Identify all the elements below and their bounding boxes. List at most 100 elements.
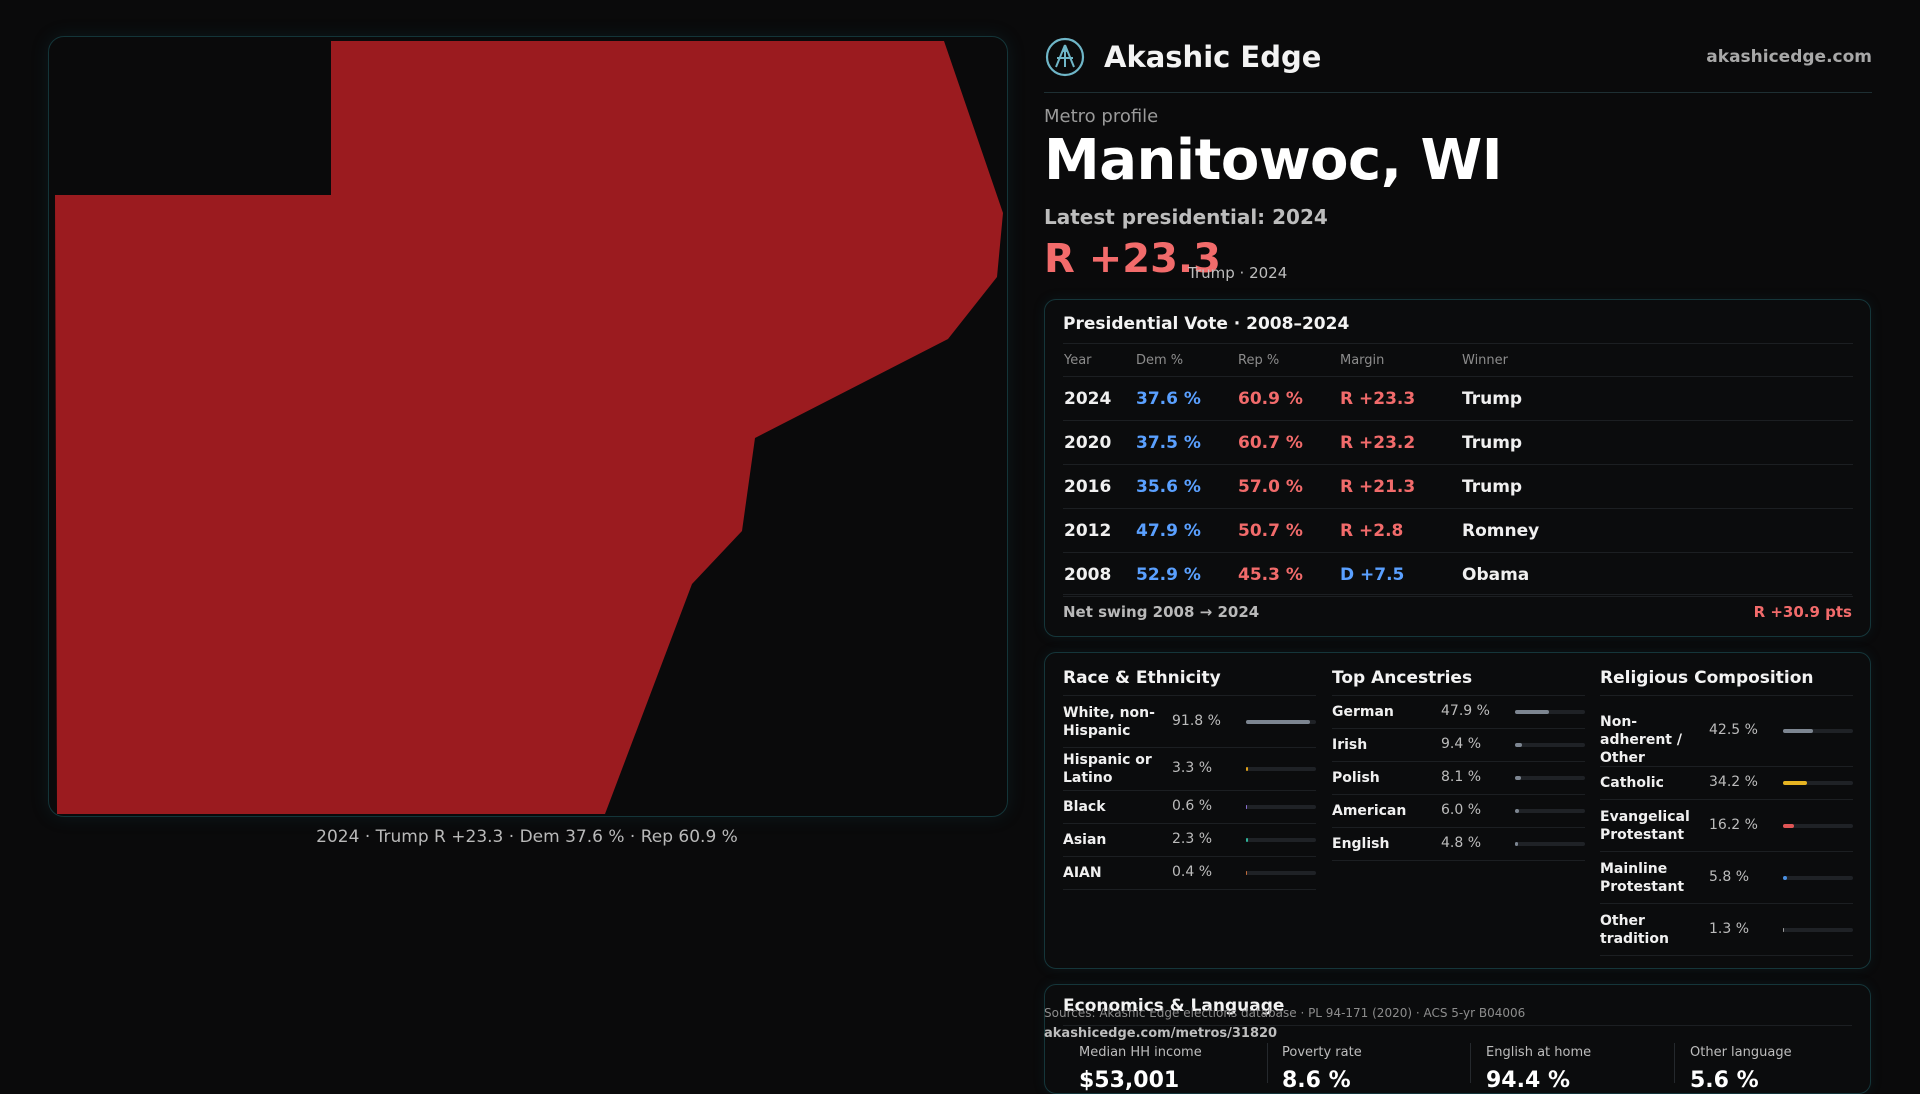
list-item: Catholic 34.2 % xyxy=(1600,767,1853,800)
share-bar xyxy=(1246,871,1316,875)
list-item: Other tradition 1.3 % xyxy=(1600,904,1853,956)
vote-card-title: Presidential Vote · 2008–2024 xyxy=(1063,314,1350,334)
table-row: 2008 52.9 % 45.3 % D +7.5 Obama xyxy=(1063,552,1853,597)
list-item-label: Catholic xyxy=(1600,775,1664,791)
map-caption: 2024 · Trump R +23.3 · Dem 37.6 % · Rep … xyxy=(316,827,738,847)
net-swing-row: Net swing 2008 → 2024 R +30.9 pts xyxy=(1063,594,1852,621)
share-bar-fill xyxy=(1783,781,1807,785)
stat-label: Median HH income xyxy=(1079,1045,1202,1060)
list-item: Hispanic or Latino 3.3 % xyxy=(1063,748,1316,791)
list-item-label: AIAN xyxy=(1063,865,1102,881)
list-item-label: Irish xyxy=(1332,737,1368,753)
list-item-value: 0.4 % xyxy=(1172,864,1213,880)
share-bar-fill xyxy=(1246,767,1249,771)
latest-presidential: Latest presidential: 2024 xyxy=(1044,205,1328,229)
share-bar xyxy=(1246,719,1316,724)
row-margin: R +23.2 xyxy=(1339,420,1461,465)
stat-value: 5.6 % xyxy=(1690,1068,1759,1093)
share-bar-fill xyxy=(1783,875,1788,880)
table-row: 2024 37.6 % 60.9 % R +23.3 Trump xyxy=(1063,376,1853,421)
ancestry-title: Top Ancestries xyxy=(1332,665,1585,696)
share-bar-fill xyxy=(1246,719,1311,724)
net-swing-value: R +30.9 pts xyxy=(1753,603,1852,621)
list-item-label: American xyxy=(1332,803,1407,819)
list-item-value: 34.2 % xyxy=(1709,774,1758,790)
stat-median-income: Median HH income $53,001 xyxy=(1079,1045,1202,1093)
list-item-label: Evangelical Protestant xyxy=(1600,808,1690,843)
brand-url-link[interactable]: akashicedge.com xyxy=(1706,47,1872,67)
religion-column: Religious Composition Non-adherent / Oth… xyxy=(1600,665,1853,956)
share-bar-fill xyxy=(1515,710,1549,714)
share-bar-fill xyxy=(1783,927,1785,932)
row-margin: R +2.8 xyxy=(1339,508,1461,553)
row-year: 2020 xyxy=(1063,420,1135,465)
share-bar xyxy=(1246,838,1316,842)
race-title: Race & Ethnicity xyxy=(1063,665,1316,696)
sources-note: Sources: Akashic Edge elections database… xyxy=(1044,1006,1526,1020)
stat-value: 8.6 % xyxy=(1282,1068,1351,1093)
share-bar xyxy=(1783,781,1853,785)
econ-card-title: Economics & Language xyxy=(1063,996,1285,1016)
row-winner: Trump xyxy=(1461,464,1853,509)
share-bar xyxy=(1515,743,1585,747)
col-year: Year xyxy=(1063,343,1135,377)
demographics-card: Race & Ethnicity White, non-Hispanic 91.8… xyxy=(1044,652,1871,969)
list-item-value: 47.9 % xyxy=(1441,703,1490,719)
brand-header: Akashic Edge akashicedge.com xyxy=(1044,36,1872,93)
list-item-value: 91.8 % xyxy=(1172,712,1221,729)
share-bar-fill xyxy=(1783,823,1795,828)
share-bar-fill xyxy=(1246,871,1248,875)
share-bar xyxy=(1246,805,1316,809)
list-item-value: 9.4 % xyxy=(1441,736,1482,752)
col-margin: Margin xyxy=(1339,343,1461,377)
stat-value: 94.4 % xyxy=(1486,1068,1570,1093)
religion-title: Religious Composition xyxy=(1600,665,1853,696)
list-item-value: 16.2 % xyxy=(1709,816,1758,833)
vote-table: Year Dem % Rep % Margin Winner 2024 37.6… xyxy=(1063,343,1853,597)
row-winner: Trump xyxy=(1461,420,1853,465)
share-bar-fill xyxy=(1246,838,1248,842)
stat-label: English at home xyxy=(1486,1045,1592,1060)
row-year: 2016 xyxy=(1063,464,1135,509)
row-dem: 47.9 % xyxy=(1135,508,1237,553)
brand-name: Akashic Edge xyxy=(1104,40,1322,74)
share-bar-fill xyxy=(1783,729,1813,733)
share-bar-fill xyxy=(1515,809,1520,813)
row-dem: 37.6 % xyxy=(1135,376,1237,421)
list-item-label: Mainline Protestant xyxy=(1600,860,1685,895)
race-column: Race & Ethnicity White, non-Hispanic 91.8… xyxy=(1063,665,1316,890)
county-shape[interactable] xyxy=(55,41,1003,814)
metro-map[interactable] xyxy=(48,36,1008,817)
list-item-value: 42.5 % xyxy=(1709,722,1758,738)
row-winner: Trump xyxy=(1461,376,1853,421)
list-item-label: Asian xyxy=(1063,832,1107,848)
share-bar xyxy=(1515,842,1585,846)
stat-poverty-rate: Poverty rate 8.6 % xyxy=(1282,1045,1362,1093)
share-bar xyxy=(1783,927,1853,932)
share-bar xyxy=(1783,729,1853,733)
col-rep: Rep % xyxy=(1237,343,1339,377)
list-item-label: German xyxy=(1332,704,1394,720)
share-bar xyxy=(1783,875,1853,880)
share-bar-fill xyxy=(1515,842,1519,846)
share-bar-fill xyxy=(1515,776,1521,780)
profile-url-link[interactable]: akashicedge.com/metros/31820 xyxy=(1044,1026,1278,1041)
list-item-value: 1.3 % xyxy=(1709,920,1750,937)
list-item-value: 3.3 % xyxy=(1172,760,1213,776)
list-item: Polish 8.1 % xyxy=(1332,762,1585,795)
row-rep: 57.0 % xyxy=(1237,464,1339,509)
row-margin: R +23.3 xyxy=(1339,376,1461,421)
list-item: English 4.8 % xyxy=(1332,828,1585,861)
list-item: German 47.9 % xyxy=(1332,696,1585,729)
list-item-label: Non-adherent / Other xyxy=(1600,714,1682,766)
row-winner: Romney xyxy=(1461,508,1853,553)
list-item: Evangelical Protestant 16.2 % xyxy=(1600,800,1853,852)
row-rep: 60.7 % xyxy=(1237,420,1339,465)
list-item-value: 2.3 % xyxy=(1172,831,1213,847)
row-rep: 45.3 % xyxy=(1237,552,1339,597)
row-year: 2024 xyxy=(1063,376,1135,421)
row-winner: Obama xyxy=(1461,552,1853,597)
vote-table-header: Year Dem % Rep % Margin Winner xyxy=(1063,343,1853,377)
list-item: White, non-Hispanic 91.8 % xyxy=(1063,696,1316,748)
profile-eyebrow: Metro profile xyxy=(1044,106,1159,127)
